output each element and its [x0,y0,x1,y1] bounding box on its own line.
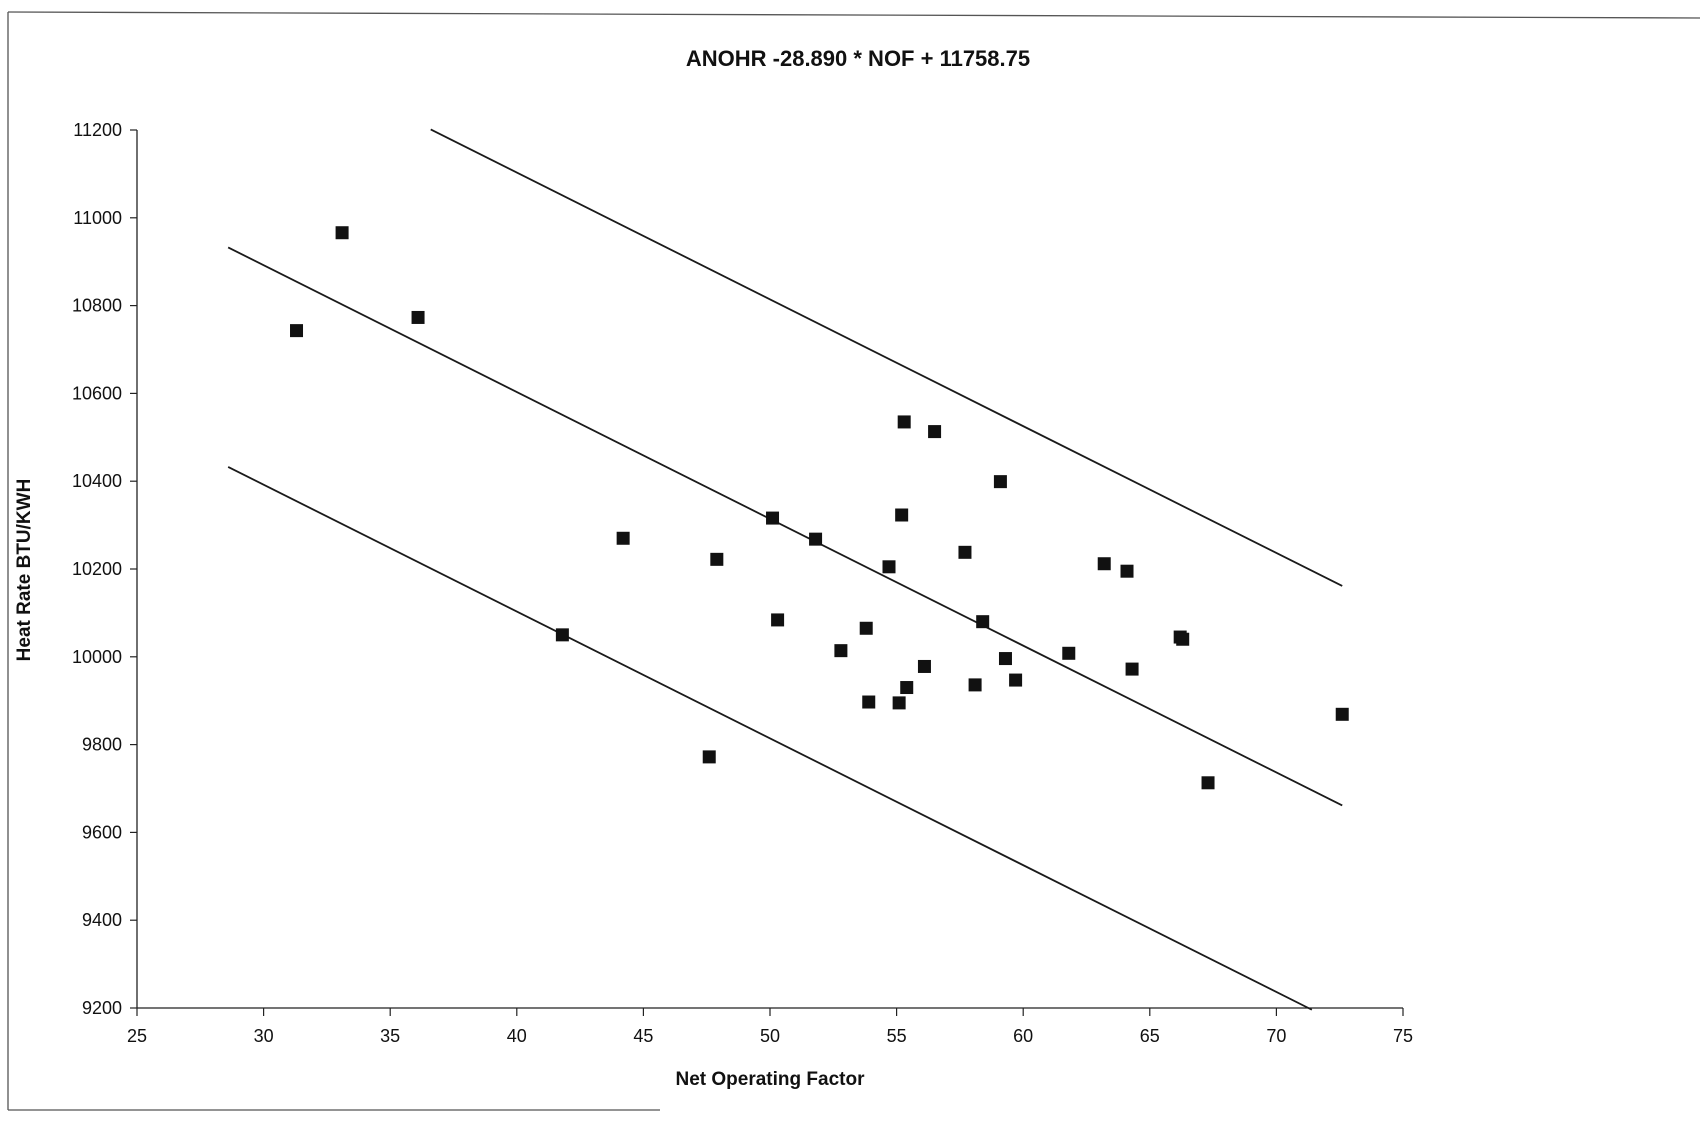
data-point [1201,776,1215,790]
data-point [895,508,909,522]
data-point [710,552,724,566]
data-point [809,532,823,546]
y-axis-label: Heat Rate BTU/KWH [14,479,35,662]
data-point [976,615,990,629]
x-tick-label: 30 [254,1026,274,1046]
y-tick-label: 9800 [82,735,122,755]
regression-line [227,246,1343,807]
x-tick-label: 70 [1266,1026,1286,1046]
y-tick-label: 9600 [82,822,122,842]
data-point [616,531,630,545]
data-point [766,511,780,525]
y-tick-label: 10600 [72,383,122,403]
y-tick-label: 10200 [72,559,122,579]
data-point [892,696,906,710]
data-point [917,659,931,673]
x-tick-label: 50 [760,1026,780,1046]
y-tick-label: 9200 [82,998,122,1018]
y-tick-label: 10000 [72,647,122,667]
data-point [335,226,349,240]
data-point [702,750,716,764]
data-point [993,475,1007,489]
regression-line [227,466,1313,1011]
data-point [928,425,942,439]
data-point [411,310,425,324]
frame-top-line [7,11,1701,19]
x-tick-label: 40 [507,1026,527,1046]
x-tick-label: 25 [127,1026,147,1046]
y-tick-label: 11200 [73,120,122,140]
data-point [1062,646,1076,660]
data-point [834,644,848,658]
x-tick-label: 35 [380,1026,400,1046]
data-point [1125,662,1139,676]
y-tick-label: 10400 [72,471,122,491]
regression-line [430,128,1343,587]
chart-title: ANOHR -28.890 * NOF + 11758.75 [686,46,1030,71]
data-point [1335,707,1349,721]
y-tick-label: 9400 [82,910,122,930]
data-point [771,613,785,627]
x-tick-label: 75 [1393,1026,1413,1046]
x-tick-label: 65 [1140,1026,1160,1046]
axes: 9200 9400 9600 9800 10000 10200 10400 10600 1080… [72,120,1413,1046]
data-point [998,652,1012,666]
y-tick-label: 10800 [72,296,122,316]
data-point [900,681,914,695]
data-point [882,560,896,574]
data-points [290,226,1349,790]
data-point [1097,557,1111,571]
regression-lines [227,128,1343,1011]
x-tick-label: 55 [887,1026,907,1046]
x-axis-label: Net Operating Factor [676,1069,866,1090]
data-point [1176,632,1190,646]
data-point [968,678,982,692]
data-point [862,695,876,709]
data-point [555,628,569,642]
data-point [897,415,911,429]
x-tick-label: 45 [633,1026,653,1046]
x-tick-label: 60 [1013,1026,1033,1046]
data-point [859,621,873,635]
data-point [1120,564,1134,578]
data-point [290,324,304,338]
data-point [1009,673,1023,687]
y-tick-label: 11000 [73,208,122,228]
data-point [958,545,972,559]
